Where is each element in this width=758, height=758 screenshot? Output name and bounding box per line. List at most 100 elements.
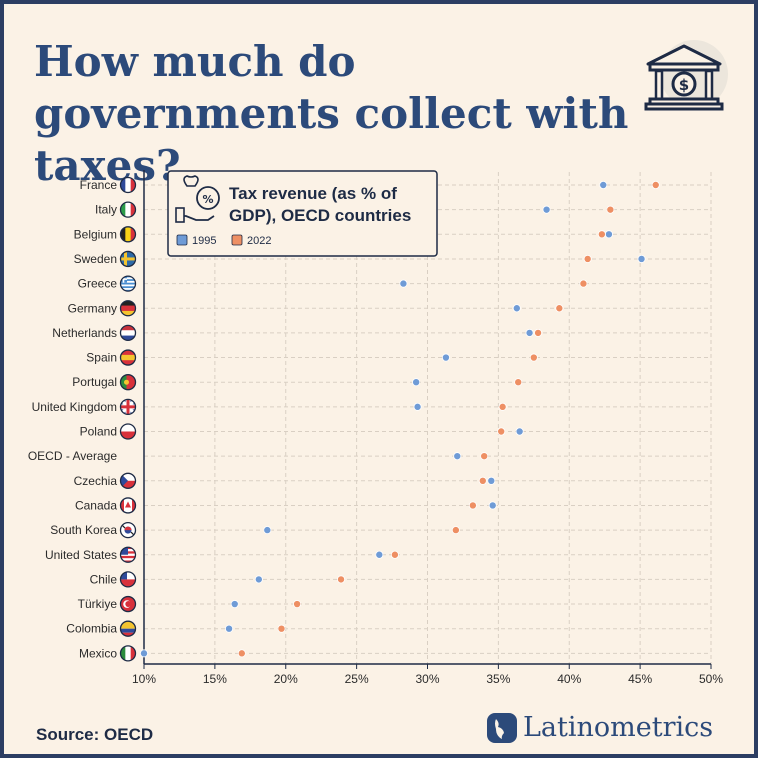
flag-icon (119, 201, 137, 218)
flag-icons (119, 176, 137, 662)
category-labels: France Italy Belgium Sweden Greece Germany Net… (28, 178, 117, 660)
point-1995-france (599, 180, 608, 189)
point-1995-germany (512, 304, 521, 313)
point-1995-poland (515, 427, 524, 436)
flag-icon (119, 595, 137, 613)
point-2022-canada (468, 501, 477, 510)
point-1995-mexico (139, 649, 148, 658)
source-note: Source: OECD (36, 725, 154, 744)
category-label: OECD - Average (28, 449, 117, 463)
flag-icon (119, 521, 137, 539)
x-tick-label: 10% (132, 672, 156, 686)
category-label: Mexico (79, 646, 117, 660)
category-label: Germany (68, 301, 117, 315)
legend-swatch-1995 (176, 234, 188, 246)
flag-icon (119, 374, 137, 391)
money-bag-percent-icon: % (175, 175, 220, 223)
category-label: Czechia (74, 474, 118, 488)
x-tick-label: 15% (203, 672, 227, 686)
legend-label-1995: 1995 (192, 235, 216, 247)
grid-lines (144, 172, 712, 664)
point-2022-chile (337, 575, 346, 584)
point-2022-united-kingdom (498, 402, 507, 411)
point-2022-t-rkiye (293, 600, 302, 609)
category-label: United States (45, 548, 117, 562)
brand-name: Latinometrics (523, 712, 714, 743)
flag-icon (119, 275, 137, 292)
point-1995-united-kingdom (413, 402, 422, 411)
axes: 10% 15% 20% 25% 30% 35% 40% 45% 50% (132, 170, 723, 686)
point-2022-france (651, 180, 660, 189)
category-label: Belgium (74, 227, 117, 241)
svg-text:$: $ (679, 76, 689, 94)
point-2022-greece (579, 279, 588, 288)
category-label: Spain (86, 351, 117, 365)
flag-icon (119, 645, 137, 662)
category-label: South Korea (50, 523, 117, 537)
category-label: Portugal (72, 375, 117, 389)
category-label: Chile (90, 572, 118, 586)
x-tick-label: 50% (699, 672, 723, 686)
flag-icon (119, 620, 137, 637)
flag-icon (119, 398, 137, 416)
flag-icon (119, 423, 137, 440)
legend-title-line-1: Tax revenue (as % of (229, 184, 397, 203)
legend-title-line-2: GDP), OECD countries (229, 206, 411, 225)
category-label: Türkiye (78, 597, 118, 611)
brand-logo: Latinometrics (487, 712, 713, 743)
category-label: Canada (75, 498, 117, 512)
point-2022-belgium (597, 230, 606, 239)
point-1995-colombia (225, 624, 234, 633)
point-1995-south-korea (263, 526, 272, 535)
flag-icon (119, 176, 137, 194)
flag-icon (119, 571, 137, 588)
flag-icon (119, 472, 137, 489)
point-1995-united-states (375, 550, 384, 559)
point-1995-greece (399, 279, 408, 288)
point-1995-sweden (637, 254, 646, 263)
category-label: Netherlands (52, 326, 117, 340)
point-1995-canada (488, 501, 497, 510)
x-tick-label: 20% (274, 672, 298, 686)
category-label: United Kingdom (32, 400, 117, 414)
point-1995-czechia (487, 476, 496, 485)
point-2022-oecd-average (480, 452, 489, 461)
legend-swatch-2022 (231, 234, 243, 246)
x-tick-label: 30% (415, 672, 439, 686)
legend-label-2022: 2022 (247, 235, 271, 247)
flag-icon (119, 324, 137, 342)
point-2022-czechia (478, 476, 487, 485)
point-1995-belgium (604, 230, 613, 239)
point-2022-sweden (583, 254, 592, 263)
point-1995-oecd-average (453, 452, 462, 461)
flag-icon (119, 226, 137, 243)
point-2022-spain (529, 353, 538, 362)
flag-icon (119, 300, 137, 317)
latinometrics-logo-icon (487, 712, 517, 743)
point-2022-colombia (277, 624, 286, 633)
point-2022-germany (555, 304, 564, 313)
point-2022-netherlands (534, 328, 543, 337)
point-1995-chile (254, 575, 263, 584)
flag-icon (119, 349, 137, 366)
flag-icon (119, 497, 137, 514)
x-tick-label: 25% (345, 672, 369, 686)
point-1995-spain (441, 353, 450, 362)
category-label: Colombia (66, 622, 117, 636)
x-tick-label: 45% (628, 672, 652, 686)
chart-legend: % Tax revenue (as % of GDP), OECD countr… (167, 170, 438, 257)
point-2022-south-korea (451, 526, 460, 535)
flag-icon (119, 250, 137, 268)
flag-icon (119, 546, 137, 563)
category-label: Greece (78, 277, 118, 291)
category-label: Italy (95, 203, 117, 217)
category-label: Sweden (74, 252, 117, 266)
point-2022-italy (606, 205, 615, 214)
x-tick-label: 35% (486, 672, 510, 686)
page-title: How much do governments collect with tax… (34, 37, 629, 190)
point-1995-portugal (412, 378, 421, 387)
point-1995-netherlands (525, 328, 534, 337)
x-tick-label: 40% (557, 672, 581, 686)
point-1995-t-rkiye (230, 600, 239, 609)
